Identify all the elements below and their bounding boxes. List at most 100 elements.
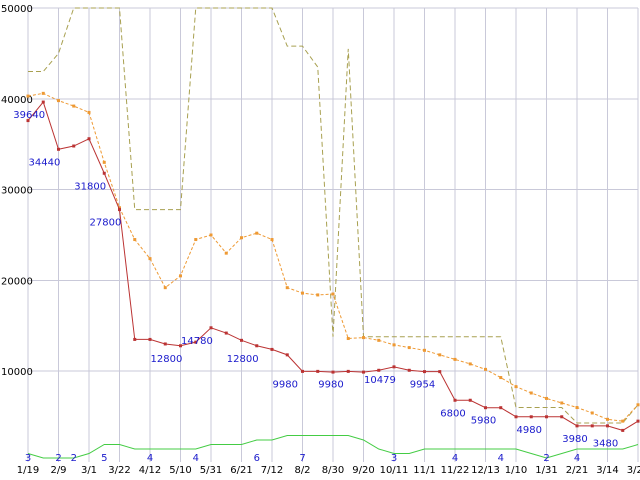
- x-tick-label: 2/21: [566, 465, 588, 476]
- series-listing-count-line: [27, 435, 639, 459]
- x-tick-label: 7/12: [261, 465, 283, 476]
- lowest-price-marker: [301, 369, 304, 373]
- x-tick-label: 3/22: [108, 465, 130, 476]
- average-price-marker: [468, 362, 472, 366]
- price-label: 9980: [318, 379, 343, 390]
- average-price-marker: [529, 391, 533, 395]
- lowest-price-marker: [621, 428, 625, 432]
- lowest-price-marker: [590, 424, 594, 428]
- average-price-marker: [72, 104, 76, 108]
- x-tick-label: 3/28: [627, 465, 640, 476]
- x-tick-label: 5/31: [200, 465, 222, 476]
- price-label: 6800: [440, 408, 465, 419]
- count-label: 3: [25, 453, 31, 464]
- y-tick-label: 30000: [1, 186, 33, 197]
- average-price-marker: [87, 110, 91, 114]
- average-price-marker: [438, 353, 442, 357]
- lowest-price-marker: [514, 415, 518, 419]
- lowest-price-marker: [133, 337, 137, 341]
- average-price-marker: [179, 274, 182, 278]
- price-label: 3980: [562, 434, 587, 445]
- count-label: 2: [55, 453, 61, 464]
- count-label: 4: [193, 453, 199, 464]
- average-price-marker: [209, 233, 213, 237]
- average-price-marker: [240, 236, 243, 240]
- average-price-marker: [163, 286, 167, 290]
- x-tick-label: 9/20: [352, 465, 374, 476]
- lowest-price-marker: [163, 342, 167, 346]
- count-label: 7: [299, 453, 305, 464]
- x-tick-label: 2/9: [50, 465, 66, 476]
- average-price-marker: [194, 238, 198, 242]
- price-label: 14780: [181, 336, 213, 347]
- average-price-marker: [301, 291, 304, 295]
- average-price-marker: [285, 286, 289, 290]
- average-price-marker: [545, 396, 548, 400]
- average-price-marker: [270, 238, 274, 242]
- average-price-marker: [148, 257, 152, 261]
- count-label: 5: [101, 453, 107, 464]
- average-price-marker: [118, 206, 121, 210]
- lowest-price-marker: [362, 370, 365, 374]
- price-label: 39640: [13, 110, 45, 121]
- lowest-price-marker: [41, 100, 45, 104]
- lowest-price-marker: [499, 406, 503, 410]
- lowest-price-marker: [407, 368, 411, 372]
- average-price-marker: [484, 367, 487, 371]
- lowest-price-marker: [346, 369, 350, 373]
- lowest-price-marker: [179, 344, 182, 348]
- x-tick-label: 8/30: [322, 465, 344, 476]
- count-label: 4: [452, 453, 458, 464]
- x-tick-label: 12/13: [471, 465, 500, 476]
- lowest-price-marker: [377, 368, 381, 372]
- price-label: 27800: [90, 218, 122, 229]
- average-price-marker: [560, 401, 564, 405]
- price-label: 3480: [593, 438, 618, 449]
- lowest-price-marker: [224, 331, 228, 335]
- count-label: 3: [391, 453, 397, 464]
- y-tick-label: 10000: [1, 367, 33, 378]
- y-tick-label: 20000: [1, 276, 33, 287]
- average-price-marker: [636, 403, 640, 407]
- count-label: 4: [574, 453, 580, 464]
- average-price-marker: [102, 160, 106, 164]
- average-price-marker: [392, 343, 396, 347]
- price-label: 9980: [273, 379, 298, 390]
- x-tick-label: 11/22: [441, 465, 470, 476]
- count-label: 2: [543, 453, 549, 464]
- price-label: 31800: [74, 181, 106, 192]
- average-price-marker: [453, 357, 457, 361]
- lowest-price-marker: [148, 337, 152, 341]
- lowest-price-marker: [438, 370, 442, 374]
- lowest-price-marker: [636, 419, 640, 423]
- count-label: 4: [147, 453, 153, 464]
- average-price-marker: [362, 336, 365, 340]
- lowest-price-marker: [606, 424, 609, 428]
- lowest-price-marker: [255, 344, 259, 348]
- lowest-price-marker: [87, 137, 91, 141]
- lowest-price-marker: [102, 171, 106, 175]
- x-tick-label: 3/14: [596, 465, 618, 476]
- price-label: 12800: [227, 354, 259, 365]
- average-price-marker: [331, 292, 335, 296]
- lowest-price-marker: [285, 353, 289, 357]
- lowest-price-marker: [468, 398, 472, 402]
- average-price-marker: [316, 293, 320, 297]
- count-label: 6: [254, 453, 260, 464]
- x-tick-label: 11/1: [413, 465, 435, 476]
- average-price-marker: [423, 348, 426, 352]
- average-price-marker: [41, 91, 45, 95]
- y-tick-label: 50000: [1, 4, 33, 15]
- x-tick-label: 1/10: [505, 465, 527, 476]
- x-tick-label: 1/31: [535, 465, 557, 476]
- lowest-price-marker: [240, 338, 243, 342]
- price-label: 5980: [471, 416, 496, 427]
- average-price-marker: [377, 338, 381, 342]
- y-tick-label: 40000: [1, 95, 33, 106]
- average-price-marker: [514, 385, 518, 389]
- lowest-price-marker: [331, 370, 335, 374]
- average-price-marker: [346, 337, 350, 341]
- lowest-price-marker: [423, 370, 426, 374]
